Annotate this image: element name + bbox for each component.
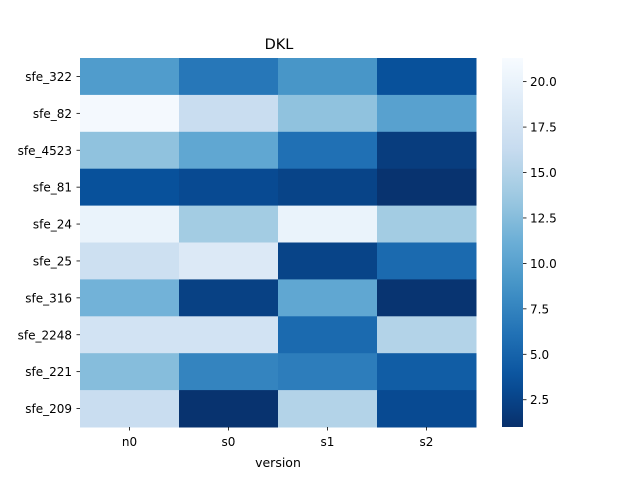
row-label: sfe_82 — [33, 107, 72, 121]
heatmap-cell-sfe_82-s2 — [377, 94, 477, 133]
colorbar-tick-label: 12.5 — [530, 211, 557, 225]
heatmap-cell-sfe_4523-n0 — [80, 131, 180, 170]
heatmap-cell-sfe_322-s1 — [278, 58, 378, 96]
row-label: sfe_316 — [25, 291, 72, 305]
heatmap-cell-sfe_24-s0 — [179, 205, 279, 243]
heatmap-cell-sfe_2248-s0 — [179, 316, 279, 354]
colorbar-tick-label: 7.5 — [530, 302, 549, 316]
column-label: n0 — [122, 435, 137, 449]
heatmap-cell-sfe_25-s1 — [278, 242, 378, 280]
heatmap-cell-sfe_81-s2 — [377, 168, 477, 207]
x-axis-label: version — [255, 455, 301, 470]
heatmap-cell-sfe_25-s0 — [179, 242, 279, 280]
heatmap-cell-sfe_322-n0 — [80, 58, 180, 96]
heatmap-cell-sfe_81-s0 — [179, 168, 279, 207]
colorbar-tick-label: 20.0 — [530, 75, 557, 89]
heatmap-cell-sfe_322-s2 — [377, 58, 477, 96]
heatmap-cell-sfe_316-s1 — [278, 279, 378, 317]
heatmap-cell-sfe_221-s2 — [377, 353, 477, 391]
colorbar-ticks: 2.5 5.0 7.5 10.0 12.5 15.0 17.5 20.0 — [523, 75, 557, 407]
heatmap-cell-sfe_25-s2 — [377, 242, 477, 280]
row-label: sfe_4523 — [18, 144, 72, 158]
chart-title: DKL — [265, 37, 294, 53]
row-label: sfe_322 — [25, 70, 72, 84]
heatmap-cell-sfe_4523-s1 — [278, 131, 378, 170]
heatmap-cell-sfe_2248-n0 — [80, 316, 180, 354]
heatmap-cell-sfe_81-n0 — [80, 168, 180, 207]
colorbar-tick-label: 10.0 — [530, 257, 557, 271]
heatmap-cell-sfe_209-n0 — [80, 390, 180, 428]
row-label: sfe_25 — [33, 254, 72, 268]
row-label: sfe_24 — [33, 218, 72, 232]
colorbar-tick-label: 2.5 — [530, 393, 549, 407]
heatmap-cell-sfe_322-s0 — [179, 58, 279, 96]
row-labels: sfe_322 sfe_82 sfe_4523 sfe_81 sfe_24 sfe_25s… — [18, 70, 80, 416]
colorbar-tick-label: 17.5 — [530, 121, 557, 135]
row-label: sfe_81 — [33, 181, 72, 195]
heatmap-cell-sfe_24-s1 — [278, 205, 378, 243]
heatmap-cell-sfe_4523-s0 — [179, 131, 279, 170]
heatmap-cell-sfe_316-s2 — [377, 279, 477, 317]
heatmap-cell-sfe_82-s1 — [278, 94, 378, 133]
column-label: s0 — [222, 435, 236, 449]
column-labels: n0 s0 s1 s2 — [122, 427, 434, 449]
column-label: s2 — [420, 435, 434, 449]
heatmap-cell-sfe_2248-s1 — [278, 316, 378, 354]
heatmap-cell-sfe_209-s1 — [278, 390, 378, 428]
heatmap-cell-sfe_82-n0 — [80, 94, 180, 133]
heatmap-cells — [80, 58, 477, 428]
heatmap-cell-sfe_24-s2 — [377, 205, 477, 243]
heatmap-cell-sfe_81-s1 — [278, 168, 378, 207]
heatmap-cell-sfe_2248-s2 — [377, 316, 477, 354]
row-label: sfe_2248 — [18, 328, 72, 342]
colorbar — [502, 58, 523, 427]
heatmap-cell-sfe_209-s2 — [377, 390, 477, 428]
colorbar-tick-label: 15.0 — [530, 166, 557, 180]
colorbar-tick-label: 5.0 — [530, 348, 549, 362]
row-label: sfe_209 — [25, 402, 72, 416]
heatmap-cell-sfe_25-n0 — [80, 242, 180, 280]
column-label: s1 — [321, 435, 335, 449]
heatmap-cell-sfe_209-s0 — [179, 390, 279, 428]
heatmap-cell-sfe_316-n0 — [80, 279, 180, 317]
heatmap-cell-sfe_4523-s2 — [377, 131, 477, 170]
heatmap-cell-sfe_221-n0 — [80, 353, 180, 391]
heatmap-cell-sfe_316-s0 — [179, 279, 279, 317]
heatmap-cell-sfe_82-s0 — [179, 94, 279, 133]
heatmap-cell-sfe_24-n0 — [80, 205, 180, 243]
row-label: sfe_221 — [25, 365, 72, 379]
heatmap-cell-sfe_221-s0 — [179, 353, 279, 391]
heatmap-cell-sfe_221-s1 — [278, 353, 378, 391]
